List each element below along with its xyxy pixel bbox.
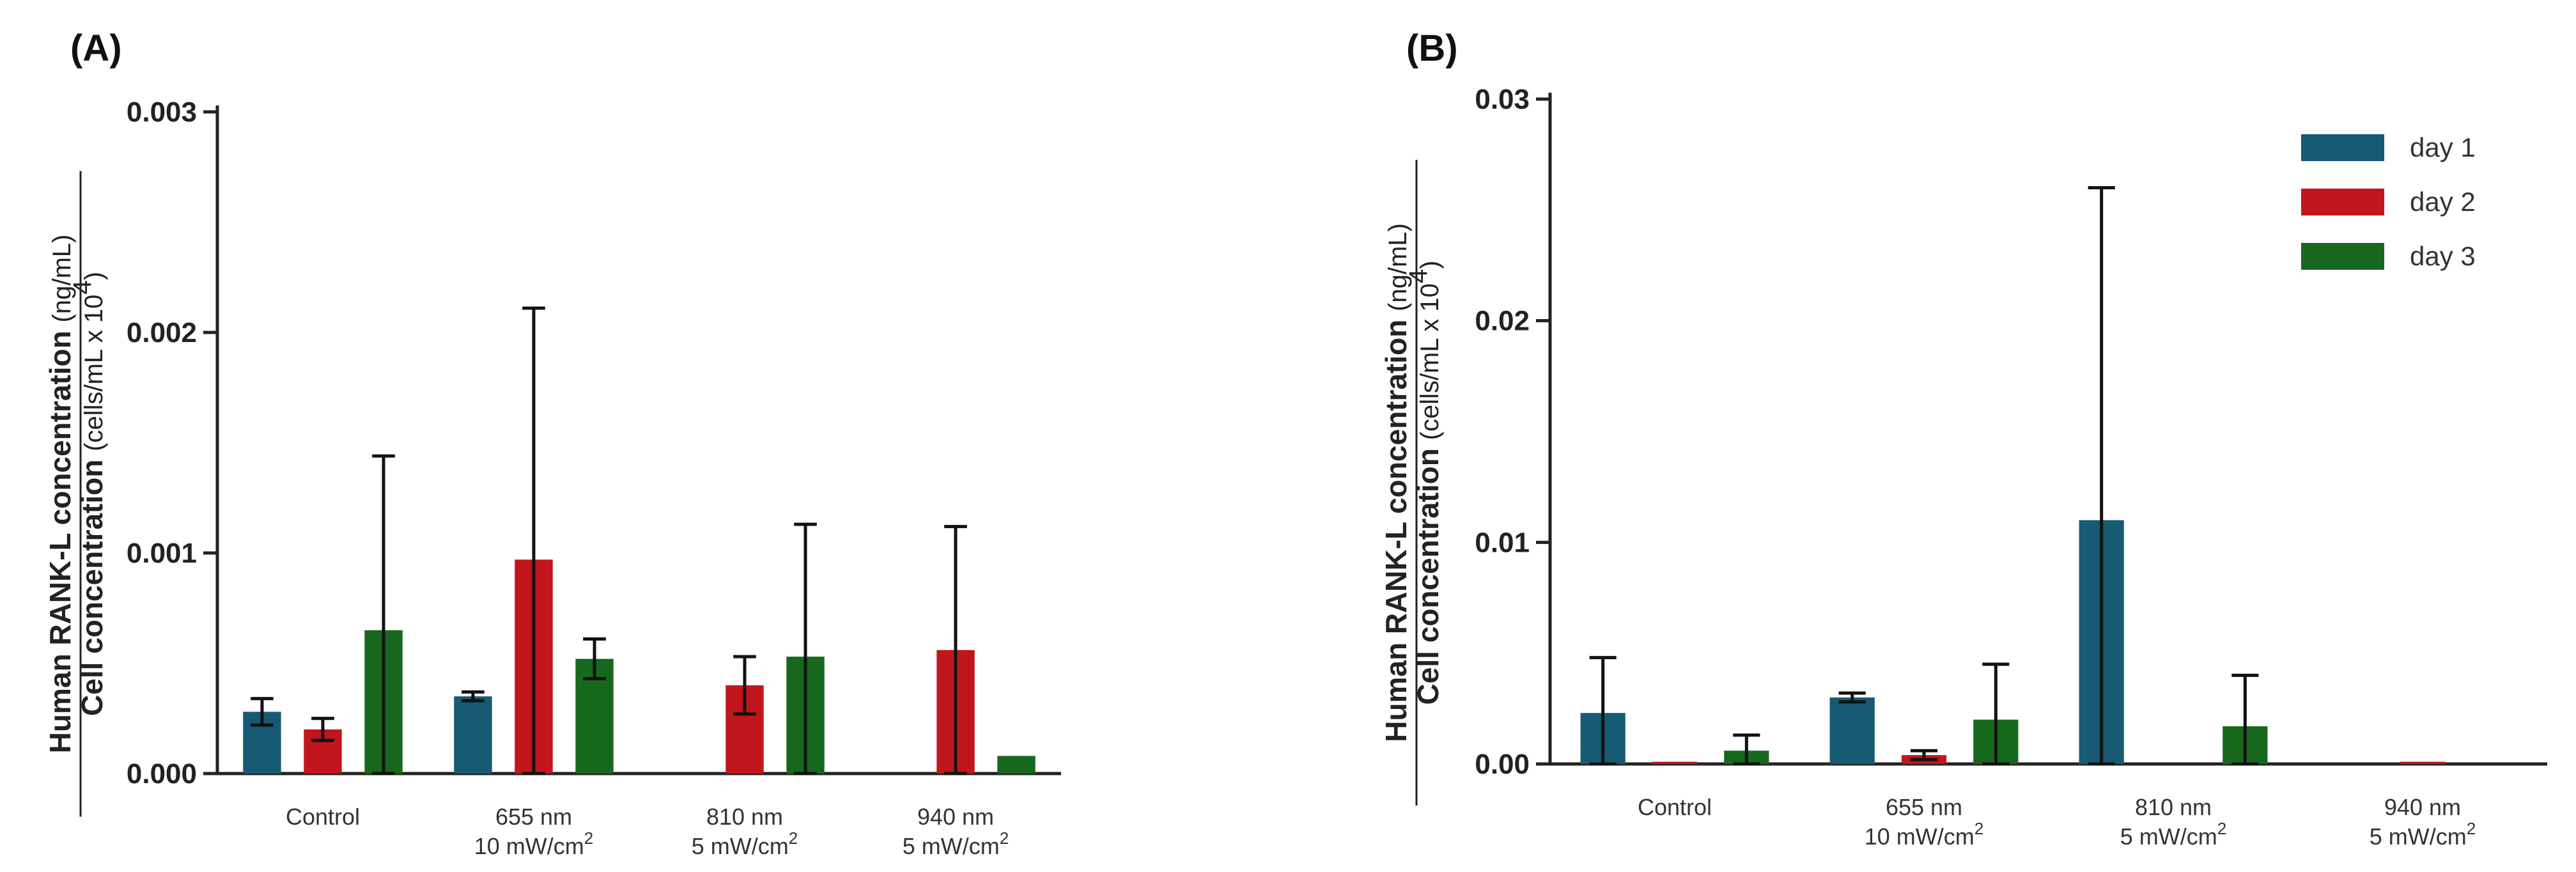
bar-day1-1 <box>454 696 492 774</box>
y-axis-label-numerator: Human RANK-L concentration (ng/mL) <box>1379 223 1413 742</box>
x-category-label: 940 nm 5 mW/cm2 <box>2370 794 2476 850</box>
bar-day3-3 <box>997 756 1036 774</box>
y-tick-label: 0.003 <box>127 97 197 128</box>
panel-label: (B) <box>1406 27 1458 69</box>
y-label-bottom-sup: 4 <box>1404 269 1432 283</box>
y-tick-label: 0.02 <box>1475 306 1530 337</box>
y-label-top-bold: Human RANK-L concentration <box>43 322 77 753</box>
y-axis-label-numerator: Human RANK-L concentration (ng/mL) <box>43 235 77 754</box>
y-label-bottom-close: ) <box>80 272 108 280</box>
y-label-bottom-bold: Cell concentration <box>1411 440 1445 705</box>
x-category-sup: 2 <box>1000 829 1009 848</box>
x-category-line2: 5 mW/cm <box>903 833 1000 859</box>
y-label-bottom-close: ) <box>1416 261 1444 269</box>
legend-swatch-day3 <box>2301 243 2384 270</box>
x-category-line2: 10 mW/cm <box>1865 823 1975 850</box>
chart-panel-a: (A) 0.000 0.001 0.002 0.003 Human RANK-L conc… <box>43 27 1061 859</box>
x-category-line1: 810 nm <box>706 804 783 830</box>
x-category-line1: 810 nm <box>2135 794 2212 820</box>
x-category-line1: Control <box>1638 794 1712 820</box>
x-category-line1: 655 nm <box>1886 794 1962 820</box>
y-tick-label: 0.001 <box>127 538 197 569</box>
x-category-line1: Control <box>286 804 360 830</box>
legend: day 1 day 2 day 3 <box>2301 132 2476 271</box>
x-category-line1: 655 nm <box>495 804 572 830</box>
y-axis-label-denominator: Cell concentration (cells/mL x 104) <box>1404 261 1445 705</box>
bar-day2-0 <box>1652 761 1698 764</box>
y-tick-label: 0.000 <box>127 758 197 790</box>
x-category-label: Control <box>1638 794 1712 820</box>
y-label-bottom-unit: (cells/mL x 10 <box>80 295 108 451</box>
x-category-label: Control <box>286 804 360 830</box>
x-category-label: 940 nm 5 mW/cm2 <box>903 804 1009 859</box>
y-tick-label: 0.03 <box>1475 84 1530 115</box>
x-category-line2: 5 mW/cm <box>2370 823 2467 850</box>
y-axis-label-denominator: Cell concentration (cells/mL x 104) <box>68 272 109 716</box>
x-category-line1: 940 nm <box>917 804 994 830</box>
x-category-line2: 5 mW/cm <box>692 833 789 859</box>
x-category-sup: 2 <box>584 829 593 848</box>
legend-label: day 3 <box>2410 241 2476 271</box>
chart-panel-b: (B) 0.00 0.01 0.02 0.03 Human RANK-L concentr… <box>1379 27 2547 850</box>
y-label-top-unit: (ng/mL) <box>1384 223 1412 311</box>
panel-label: (A) <box>70 27 122 69</box>
y-label-top-bold: Human RANK-L concentration <box>1379 311 1413 742</box>
y-tick-label: 0.00 <box>1475 749 1530 780</box>
y-label-bottom-sup: 4 <box>68 280 97 294</box>
x-category-label: 810 nm 5 mW/cm2 <box>2120 794 2226 850</box>
x-category-line2: 10 mW/cm <box>474 833 584 859</box>
x-category-sup: 2 <box>789 829 798 848</box>
bar-day1-1 <box>1829 697 1875 764</box>
y-tick-label: 0.002 <box>127 317 197 348</box>
bar-day2-3 <box>2400 761 2446 764</box>
legend-label: day 1 <box>2410 132 2476 162</box>
x-category-line1: 940 nm <box>2384 794 2461 820</box>
x-category-sup: 2 <box>2217 819 2226 838</box>
y-tick-label: 0.01 <box>1475 527 1530 558</box>
x-category-sup: 2 <box>1975 819 1983 838</box>
x-category-label: 655 nm 10 mW/cm2 <box>1865 794 1983 850</box>
y-label-bottom-bold: Cell concentration <box>75 451 109 716</box>
y-label-top-unit: (ng/mL) <box>48 235 76 323</box>
legend-label: day 2 <box>2410 187 2476 217</box>
x-category-label: 655 nm 10 mW/cm2 <box>474 804 593 859</box>
legend-swatch-day1 <box>2301 134 2384 161</box>
y-label-bottom-unit: (cells/mL x 10 <box>1416 283 1444 440</box>
x-category-label: 810 nm 5 mW/cm2 <box>692 804 798 859</box>
legend-swatch-day2 <box>2301 189 2384 215</box>
x-category-line2: 5 mW/cm <box>2120 823 2217 850</box>
x-category-sup: 2 <box>2467 819 2476 838</box>
